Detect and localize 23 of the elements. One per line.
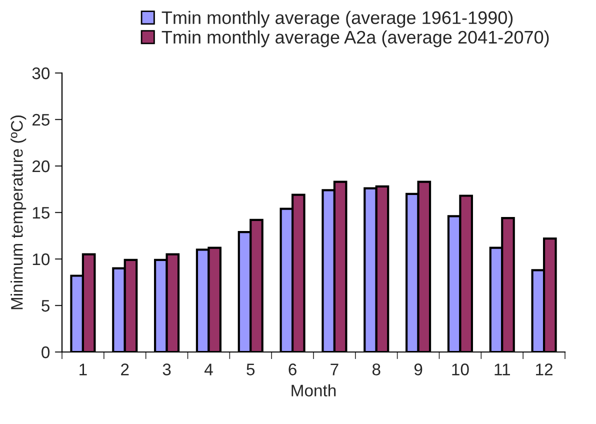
- x-tick-label: 4: [204, 364, 213, 376]
- x-tick-label: 9: [414, 364, 422, 376]
- x-tick-label: 8: [372, 364, 380, 376]
- x-tick-label: 1: [80, 364, 87, 376]
- y-tick-label: 5: [42, 300, 50, 312]
- legend-label: Tmin monthly average A2a (average 2041-2070): [162, 30, 549, 48]
- x-tick-label: 11: [494, 364, 510, 376]
- x-tick-label: 7: [330, 364, 338, 376]
- legend-label: Tmin monthly average (average 1961-1990): [162, 10, 513, 28]
- y-tick-label: 10: [32, 253, 50, 266]
- y-tick-label: 25: [32, 114, 50, 126]
- x-tick-label: 2: [121, 364, 129, 376]
- x-tick-label: 5: [246, 364, 255, 376]
- y-tick-label: 20: [32, 160, 50, 172]
- x-tick-label: 10: [452, 364, 469, 376]
- y-tick-label: 0: [42, 346, 50, 358]
- y-axis-title: Minimum temperature (ºC): [10, 116, 26, 310]
- x-tick-label: 12: [536, 364, 552, 376]
- x-tick-label: 6: [288, 364, 296, 376]
- y-tick-label: 15: [32, 207, 50, 219]
- x-tick-label: 3: [162, 364, 171, 376]
- y-tick-label: 30: [32, 67, 50, 80]
- x-axis-title: Month: [292, 384, 336, 396]
